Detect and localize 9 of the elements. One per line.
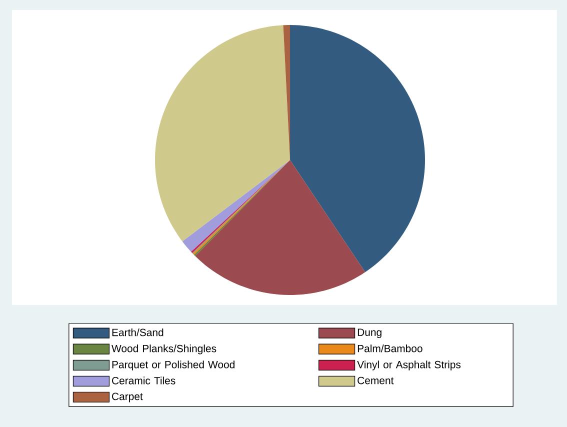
legend-label: Palm/Bamboo [358, 344, 422, 352]
legend-label: Dung [358, 328, 382, 338]
legend-label: Parquet or Polished Wood [112, 360, 234, 370]
legend-label: Carpet [112, 392, 143, 402]
legend-label: Cement [358, 376, 394, 384]
legend-label: Wood Planks/Shingles [112, 344, 216, 354]
legend-label: Vinyl or Asphalt Strips [357, 360, 461, 370]
legend-label: Earth/Sand [112, 328, 164, 336]
legend-label: Ceramic Tiles [112, 376, 176, 384]
